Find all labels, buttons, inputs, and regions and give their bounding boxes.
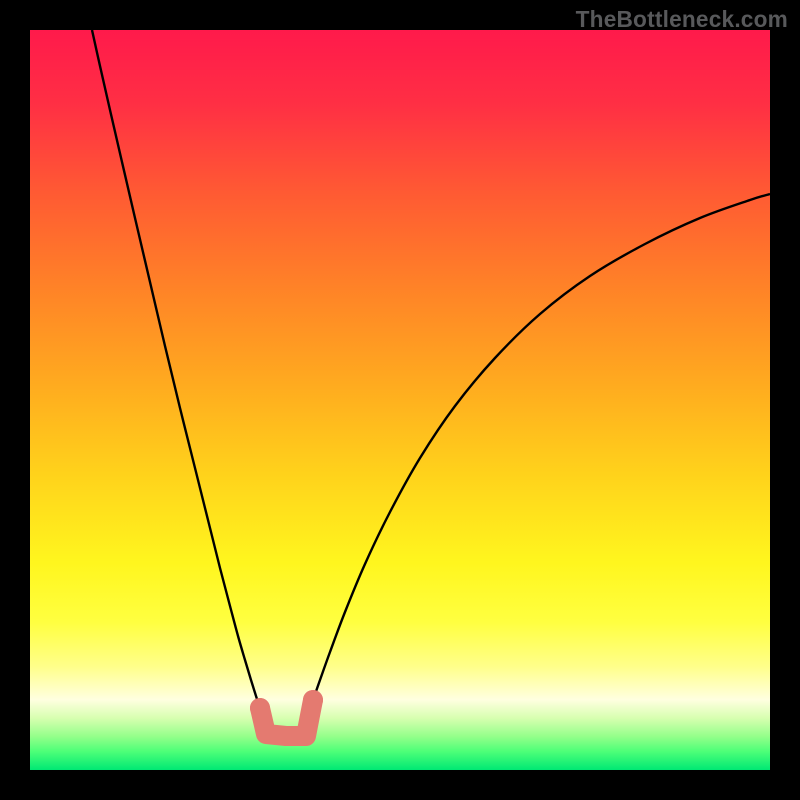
bottleneck-curve-chart: [30, 30, 770, 770]
chart-frame: TheBottleneck.com: [0, 0, 800, 800]
gradient-background: [30, 30, 770, 770]
watermark-text: TheBottleneck.com: [576, 6, 788, 33]
plot-area: [30, 30, 770, 770]
